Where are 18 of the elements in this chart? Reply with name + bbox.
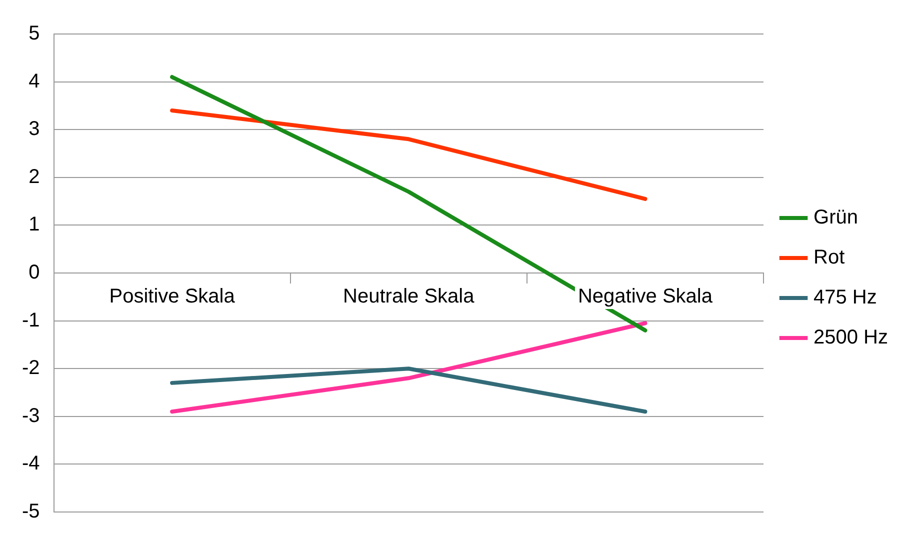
y-tick-label: -4	[22, 452, 40, 475]
y-tick-label: -3	[22, 404, 40, 427]
legend-label: 475 Hz	[814, 286, 877, 309]
x-tick-label: Neutrale Skala	[343, 286, 476, 308]
y-tick-label: 4	[28, 70, 40, 92]
y-tick-label: 0	[28, 262, 40, 284]
legend-label: 2500 Hz	[814, 326, 888, 349]
x-tick-label: Negative Skala	[578, 286, 714, 308]
y-tick-label: -2	[22, 357, 40, 380]
y-tick-label: 5	[28, 22, 40, 45]
y-tick-label: 2	[28, 166, 40, 188]
legend-label: Rot	[814, 246, 846, 269]
legend-label: Grün	[814, 206, 858, 229]
y-tick-label: -5	[22, 500, 40, 523]
x-tick-label: Positive Skala	[109, 286, 236, 308]
y-tick-label: -1	[22, 309, 40, 332]
y-tick-label: 3	[28, 118, 40, 140]
y-tick-label: 1	[28, 214, 40, 236]
